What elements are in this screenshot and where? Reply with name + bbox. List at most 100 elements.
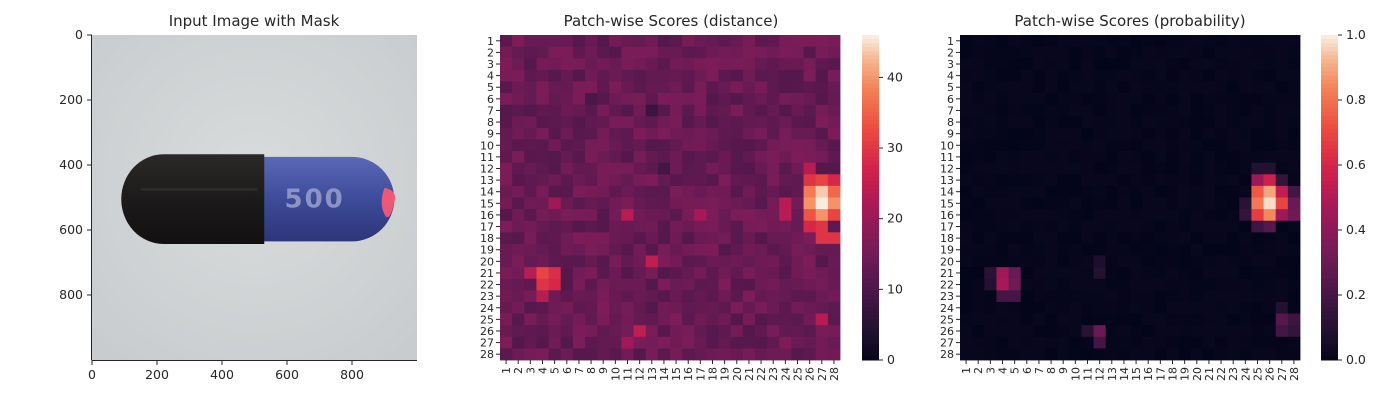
heatmap-cell bbox=[1239, 104, 1252, 117]
heatmap-cell bbox=[670, 313, 683, 326]
heatmap-cell bbox=[755, 348, 768, 361]
heatmap-cell bbox=[1057, 325, 1070, 338]
heatmap-cell bbox=[609, 151, 622, 164]
heatmap-cell bbox=[742, 46, 756, 59]
heatmap-cell bbox=[996, 93, 1009, 106]
heatmap-cell bbox=[1263, 46, 1277, 59]
heatmap-cell bbox=[1081, 58, 1094, 71]
heatmap-cell bbox=[972, 69, 985, 82]
heatmap-cell bbox=[512, 209, 525, 222]
heatmap-cell bbox=[1239, 325, 1252, 338]
colorbar-segment bbox=[1321, 234, 1338, 239]
heatmap-cell bbox=[827, 162, 841, 175]
heatmap-cell bbox=[1263, 290, 1277, 303]
heatmap-cell bbox=[767, 162, 780, 175]
colorbar-segment bbox=[862, 295, 879, 300]
heatmap-cell bbox=[1287, 301, 1301, 314]
heatmap-cell bbox=[1154, 348, 1167, 361]
heatmap-cell bbox=[1008, 255, 1022, 268]
heatmap-cell bbox=[682, 151, 695, 164]
heatmap-cell bbox=[1154, 278, 1167, 291]
heatmap-cell bbox=[755, 185, 768, 198]
x-tick-label: 7 bbox=[1033, 367, 1046, 374]
heatmap-cell bbox=[621, 336, 634, 349]
heatmap-cell bbox=[767, 267, 780, 280]
heatmap-cell bbox=[682, 69, 695, 82]
heatmap-cell bbox=[572, 278, 586, 291]
heatmap-cell bbox=[1227, 151, 1240, 164]
heatmap-cell bbox=[1093, 174, 1107, 187]
colorbar-segment bbox=[1321, 51, 1338, 56]
heatmap-cell bbox=[1227, 348, 1240, 361]
heatmap-cell bbox=[1263, 255, 1277, 268]
heatmap-cell bbox=[815, 197, 829, 210]
colorbar-segment bbox=[862, 181, 879, 186]
heatmap-cell bbox=[1057, 220, 1070, 233]
heatmap-cell bbox=[1081, 127, 1094, 140]
heatmap-cell bbox=[1008, 325, 1022, 338]
heatmap-cell bbox=[682, 116, 695, 129]
heatmap-cell bbox=[1032, 139, 1046, 152]
heatmap-cell bbox=[633, 116, 647, 129]
heatmap-cell bbox=[1178, 81, 1192, 94]
heatmap-cell bbox=[670, 93, 683, 106]
y-tick-label: 20 bbox=[940, 255, 954, 268]
heatmap-cell bbox=[1154, 232, 1167, 245]
colorbar-tick-label: 10 bbox=[887, 281, 903, 296]
x-tick-label: 28 bbox=[828, 367, 841, 381]
heatmap-cell bbox=[657, 313, 671, 326]
heatmap-cell bbox=[1057, 81, 1070, 94]
heatmap-cell bbox=[657, 69, 671, 82]
heatmap-cell bbox=[960, 255, 973, 268]
heatmap-cell bbox=[1263, 151, 1277, 164]
heatmap-cell bbox=[815, 325, 829, 338]
distance-heatmap-title: Patch-wise Scores (distance) bbox=[564, 12, 779, 30]
x-tick-label: 7 bbox=[573, 367, 586, 374]
heatmap-cell bbox=[694, 336, 707, 349]
heatmap-cell bbox=[1045, 278, 1058, 291]
heatmap-cell bbox=[1215, 81, 1228, 94]
capsule-highlight bbox=[140, 187, 258, 191]
heatmap-cell bbox=[1093, 104, 1107, 117]
heatmap-cell bbox=[1045, 151, 1058, 164]
heatmap-cell bbox=[1020, 69, 1034, 82]
heatmap-cell bbox=[972, 209, 985, 222]
colorbar-segment bbox=[1321, 136, 1338, 142]
heatmap-cell bbox=[645, 174, 659, 187]
heatmap-cell bbox=[767, 290, 780, 303]
colorbar-segment bbox=[862, 140, 879, 146]
heatmap-cell bbox=[597, 243, 610, 256]
heatmap-cell bbox=[1032, 290, 1046, 303]
heatmap-cell bbox=[1008, 278, 1022, 291]
heatmap-cell bbox=[1032, 220, 1046, 233]
heatmap-cell bbox=[1045, 301, 1058, 314]
heatmap-cell bbox=[972, 336, 985, 349]
heatmap-cell bbox=[1190, 46, 1204, 59]
heatmap-cell bbox=[767, 116, 780, 129]
heatmap-cell bbox=[1008, 336, 1022, 349]
colorbar-segment bbox=[862, 343, 879, 349]
heatmap-cell bbox=[791, 336, 804, 349]
heatmap-cell bbox=[1202, 197, 1216, 210]
heatmap-cell bbox=[657, 116, 671, 129]
heatmap-cell bbox=[718, 278, 732, 291]
x-tick-label: 11 bbox=[1082, 367, 1095, 381]
x-tick-label: 6 bbox=[561, 367, 574, 374]
heatmap-cell bbox=[1130, 93, 1143, 106]
heatmap-cell bbox=[1154, 93, 1167, 106]
heatmap-cell bbox=[742, 104, 756, 117]
heatmap-cell bbox=[815, 278, 829, 291]
x-tick-label: 1 bbox=[960, 367, 973, 374]
heatmap-cell bbox=[1142, 58, 1155, 71]
heatmap-cell bbox=[621, 69, 634, 82]
heatmap-cell bbox=[609, 81, 622, 94]
heatmap-cell bbox=[572, 209, 586, 222]
heatmap-cell bbox=[1190, 290, 1204, 303]
heatmap-cell bbox=[984, 93, 997, 106]
heatmap-cell bbox=[500, 127, 513, 140]
heatmap-cell bbox=[1287, 348, 1301, 361]
heatmap-cell bbox=[500, 348, 513, 361]
colorbar-segment bbox=[1321, 156, 1338, 162]
heatmap-cell bbox=[1020, 81, 1034, 94]
heatmap-cell bbox=[1069, 127, 1082, 140]
